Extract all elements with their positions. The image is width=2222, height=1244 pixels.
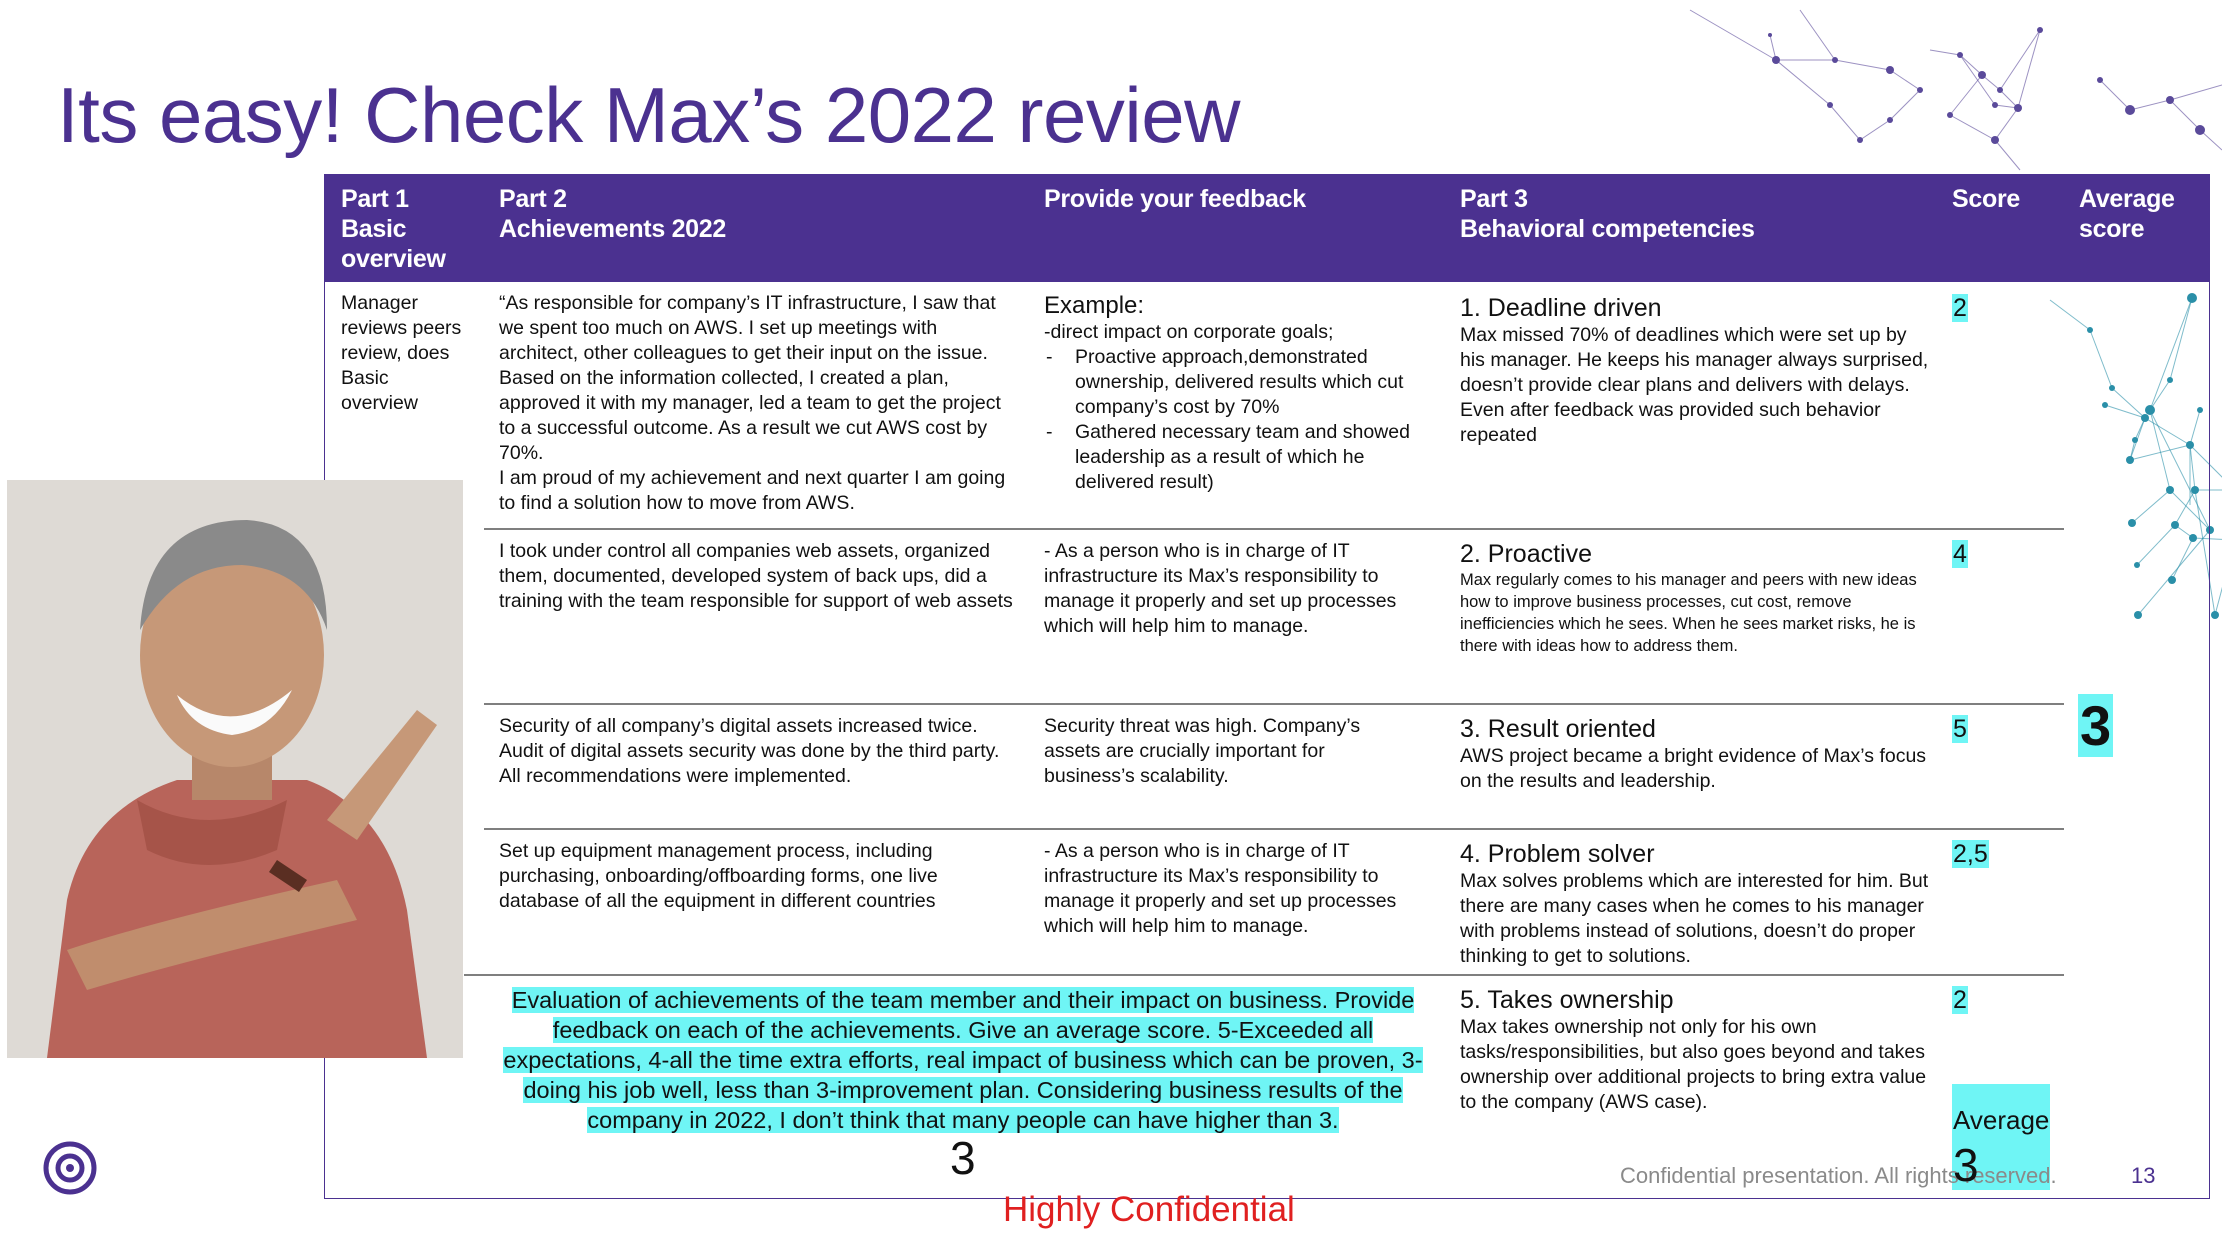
header-part1: Part 1 Basic overview — [341, 185, 446, 273]
competency-5: 5. Takes ownership Max takes ownership n… — [1460, 986, 1927, 1113]
header-part2: Part 2 Achievements 2022 — [499, 185, 726, 243]
row-divider — [464, 974, 2064, 976]
example-bullet: Proactive approach,demonstrated ownershi… — [1044, 345, 1444, 420]
row-divider — [484, 528, 2064, 530]
table-header — [324, 174, 2210, 282]
average-box — [1952, 1084, 2050, 1190]
average-score-value: 3 — [2078, 694, 2114, 757]
competency-4: 4. Problem solver Max solves problems wh… — [1460, 840, 1929, 967]
header-part3: Part 3 Behavioral competencies — [1460, 185, 1755, 243]
feedback-2: - As a person who is in charge of IT inf… — [1044, 540, 1397, 637]
achievement-3: Security of all company’s digital assets… — [499, 715, 1000, 787]
page-number: 13 — [2131, 1163, 2156, 1188]
logo-ring-icon — [43, 1141, 97, 1195]
basic-overview-text: Manager reviews peers review, does Basic… — [341, 292, 462, 414]
header-score: Score — [1952, 185, 2020, 213]
network-graphic — [1689, 9, 2222, 619]
score-2: 4 — [1952, 540, 1968, 568]
person-photo — [7, 480, 463, 1058]
score-1: 2 — [1952, 294, 1968, 322]
example-title: Example: — [1044, 292, 1145, 319]
page-title: Its easy! Check Max’s 2022 review — [57, 71, 1240, 159]
copyright-footer: Confidential presentation. All rights re… — [1620, 1163, 2057, 1188]
competency-2: 2. Proactive Max regularly comes to his … — [1460, 540, 1917, 655]
confidential-label: Highly Confidential — [1003, 1190, 1295, 1229]
row-divider — [484, 703, 2064, 705]
feedback-example: Example: -direct impact on corporate goa… — [1044, 292, 1444, 495]
competency-1: 1. Deadline driven Max missed 70% of dea… — [1460, 294, 1929, 446]
network-graphic — [2128, 293, 2214, 619]
score-5: 2 — [1952, 986, 1968, 1014]
header-average-score: Average score — [2079, 185, 2175, 243]
feedback-4: - As a person who is in charge of IT inf… — [1044, 840, 1397, 937]
example-line: -direct impact on corporate goals; — [1044, 321, 1334, 343]
row-divider — [484, 828, 2064, 830]
example-bullet: Gathered necessary team and showed leade… — [1044, 420, 1444, 495]
evaluation-score: 3 — [950, 1132, 976, 1184]
average-value: 3 — [1953, 1139, 1979, 1191]
header-feedback: Provide your feedback — [1044, 185, 1306, 213]
achievement-2: I took under control all companies web a… — [499, 540, 1013, 612]
achievement-4: Set up equipment management process, inc… — [499, 840, 938, 912]
competency-3: 3. Result oriented AWS project became a … — [1460, 715, 1927, 792]
feedback-3: Security threat was high. Company’s asse… — [1044, 715, 1361, 787]
average-label: Average — [1953, 1105, 2050, 1135]
score-3: 5 — [1952, 715, 1968, 743]
evaluation-note: Evaluation of achievements of the team m… — [503, 987, 1423, 1133]
achievement-1: “As responsible for company’s IT infrast… — [499, 292, 1006, 514]
score-4: 2,5 — [1952, 840, 1989, 868]
